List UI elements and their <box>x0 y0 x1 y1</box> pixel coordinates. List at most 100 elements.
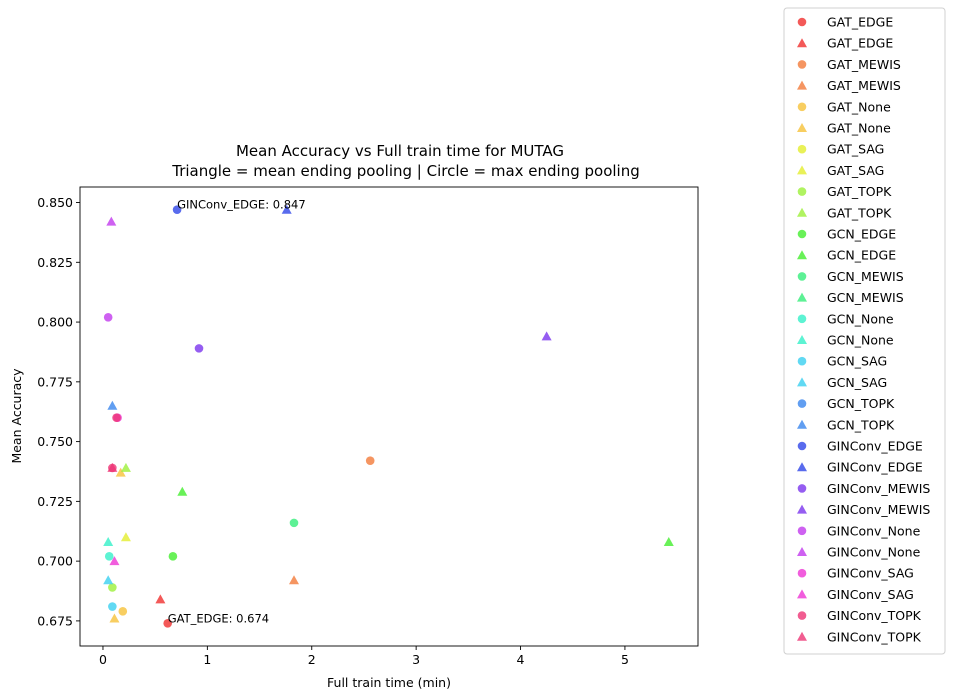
legend-label: GCN_TOPK <box>827 417 895 432</box>
legend-marker-circle <box>797 526 807 536</box>
legend-label: GCN_EDGE <box>827 248 896 263</box>
data-point-gcn-edge-circle <box>168 552 178 561</box>
data-point-ginconv-topk-triangle <box>107 462 118 472</box>
legend-label: GCN_MEWIS <box>827 290 904 305</box>
legend-label: GAT_EDGE <box>827 15 893 30</box>
data-point-gat-edge-circle <box>163 618 172 628</box>
legend-label: GINConv_SAG <box>827 566 914 581</box>
plot-area <box>79 186 699 647</box>
y-tick-label: 0.675 <box>37 613 73 628</box>
legend-label: GCN_SAG <box>827 375 887 390</box>
legend-marker-triangle <box>797 335 807 344</box>
legend-label: GINConv_None <box>827 545 921 560</box>
legend-label: GCN_None <box>827 311 894 326</box>
data-point-ginconv-topk-circle <box>112 413 121 422</box>
legend-label: GCN_EDGE <box>827 227 896 242</box>
legend-marker-triangle <box>797 377 807 387</box>
annotation-label: GINConv_EDGE: 0.847 <box>177 198 306 212</box>
legend-marker-triangle <box>797 589 807 599</box>
data-point-gcn-none-circle <box>104 552 114 561</box>
legend-marker-circle <box>797 102 807 112</box>
legend-marker-triangle <box>797 165 807 175</box>
legend-marker-triangle <box>797 207 807 217</box>
data-point-ginconv-mewis-triangle <box>541 331 552 341</box>
legend-marker-triangle <box>797 80 807 90</box>
legend-label: GCN_SAG <box>827 354 887 369</box>
data-points <box>103 204 674 628</box>
legend-marker-triangle <box>797 292 807 302</box>
legend-label: GINConv_TOPK <box>827 629 922 644</box>
legend-marker-circle <box>797 314 807 324</box>
legend-label: GAT_None <box>827 121 891 136</box>
y-tick-label: 0.825 <box>37 255 73 270</box>
legend-marker-circle <box>797 484 807 493</box>
legend-label: GAT_TOPK <box>827 205 892 220</box>
chart-title: Mean Accuracy vs Full train time for MUT… <box>171 142 640 180</box>
legend-marker-circle <box>797 356 807 366</box>
data-point-gat-mewis-triangle <box>289 575 300 585</box>
data-point-ginconv-sag-triangle <box>109 556 120 566</box>
chart-title-line-1: Mean Accuracy vs Full train time for MUT… <box>236 142 564 160</box>
legend-label: GAT_TOPK <box>827 184 892 199</box>
legend-label: GCN_MEWIS <box>827 269 904 284</box>
legend-label: GCN_None <box>827 333 894 348</box>
legend-marker-circle <box>797 17 807 27</box>
legend-marker-circle <box>797 229 807 239</box>
legend-marker-circle <box>797 187 807 196</box>
y-axis-label: Mean Accuracy <box>9 368 24 464</box>
data-point-gat-topk-triangle <box>120 462 131 472</box>
legend-label: GINConv_MEWIS <box>827 481 930 496</box>
x-tick-label: 5 <box>621 652 629 667</box>
y-tick-label: 0.725 <box>37 494 73 509</box>
y-tick-label: 0.850 <box>37 195 73 210</box>
legend-marker-circle <box>797 399 807 408</box>
legend-label: GAT_MEWIS <box>827 78 901 93</box>
legend-label: GINConv_SAG <box>827 587 914 602</box>
legend-marker-circle <box>797 441 807 451</box>
legend-marker-circle <box>797 611 807 620</box>
legend-marker-triangle <box>797 504 807 514</box>
annotations: GINConv_EDGE: 0.847 GAT_EDGE: 0.674 <box>168 198 306 626</box>
data-point-gat-topk-circle <box>108 583 117 592</box>
legend-label: GAT_MEWIS <box>827 57 901 72</box>
data-point-gcn-edge-triangle <box>663 537 674 547</box>
data-point-gat-none-triangle <box>109 613 120 623</box>
data-point-gat-none-triangle <box>115 467 126 477</box>
x-tick-label: 1 <box>203 652 211 667</box>
legend-marker-triangle <box>797 631 807 641</box>
x-axis: 0 1 2 3 4 5 <box>99 646 629 667</box>
data-point-gcn-edge-triangle <box>177 486 188 496</box>
legend-marker-circle <box>797 144 807 154</box>
legend-marker-circle <box>797 60 807 69</box>
chart-title-line-2: Triangle = mean ending pooling | Circle … <box>171 162 640 180</box>
legend-marker-triangle <box>797 38 807 48</box>
x-tick-label: 4 <box>517 652 525 667</box>
data-point-ginconv-none-triangle <box>106 216 117 226</box>
data-point-gat-mewis-circle <box>365 456 375 466</box>
legend-label: GAT_EDGE <box>827 36 893 51</box>
data-point-gat-edge-triangle <box>155 594 166 604</box>
data-point-ginconv-edge-triangle <box>281 204 292 214</box>
data-point-ginconv-mewis-circle <box>194 344 204 353</box>
legend-label: GINConv_EDGE <box>827 460 923 475</box>
legend-box <box>783 7 946 655</box>
legend-marker-triangle <box>797 250 807 260</box>
legend-marker-circle <box>797 568 807 578</box>
legend-label: GAT_None <box>827 99 891 114</box>
data-point-gcn-none-triangle <box>103 537 114 547</box>
x-tick-label: 3 <box>412 652 420 667</box>
data-point-gcn-sag-triangle <box>103 575 114 585</box>
data-point-gat-sag-triangle <box>120 532 131 542</box>
y-tick-label: 0.775 <box>37 374 73 389</box>
annotation-label: GAT_EDGE: 0.674 <box>168 611 269 625</box>
legend-label: GCN_TOPK <box>827 396 895 411</box>
legend-marker-circle <box>797 272 807 281</box>
legend-label: GINConv_EDGE <box>827 439 923 454</box>
legend-label: GAT_SAG <box>827 163 884 178</box>
legend-label: GAT_SAG <box>827 142 884 157</box>
y-axis: 0.675 0.700 0.725 0.750 0.775 0.800 0.825 0.850 <box>37 195 80 628</box>
data-point-gat-none-circle <box>118 607 128 616</box>
legend-label: GINConv_TOPK <box>827 608 922 623</box>
legend-label: GINConv_None <box>827 523 921 538</box>
